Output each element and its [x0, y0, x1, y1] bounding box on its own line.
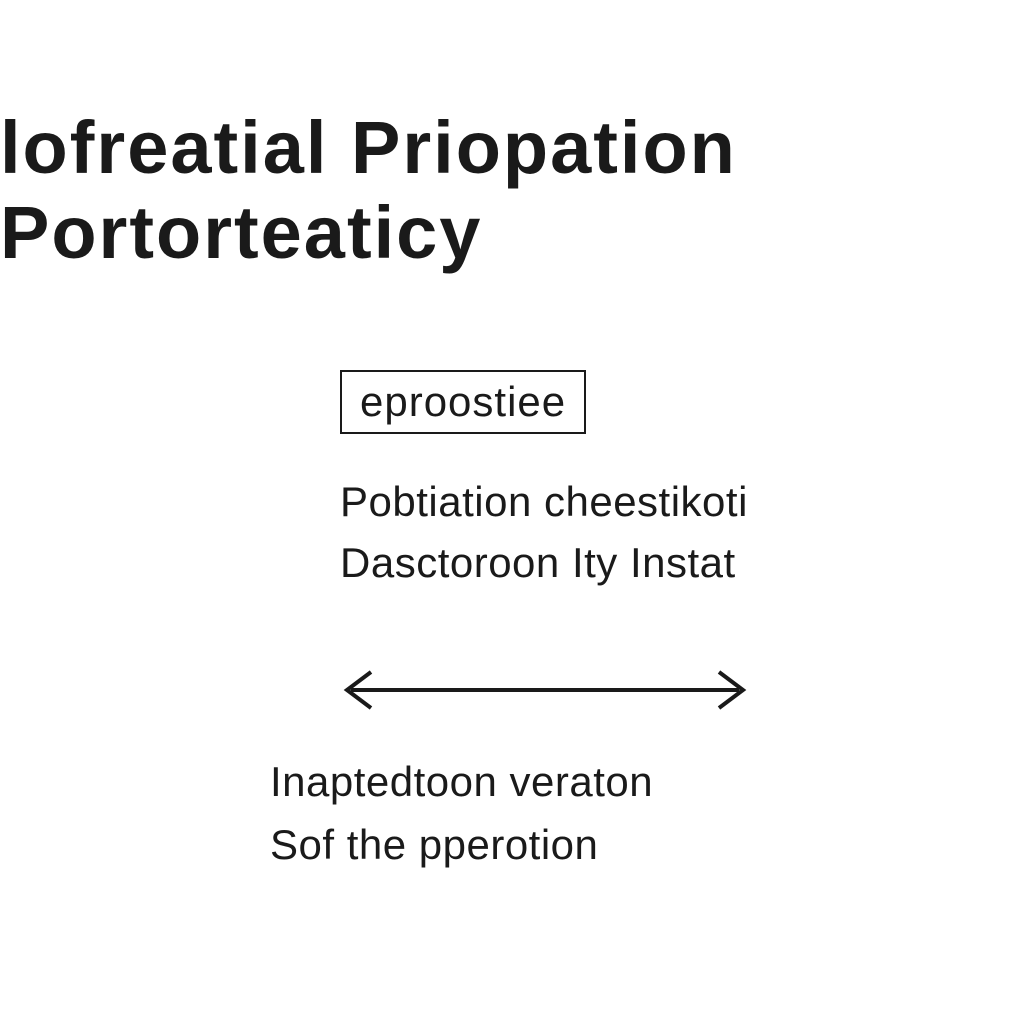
- double-arrow: [335, 660, 755, 720]
- lower-block: Inaptedtoon veraton Sof the pperotion: [270, 750, 653, 876]
- title-line-2: Portorteaticy: [0, 190, 737, 275]
- body-block: eproostiee Pobtiation cheestikoti Dascto…: [340, 370, 1024, 594]
- title-line-1: lofreatial Priopation: [0, 105, 737, 190]
- double-arrow-icon: [335, 660, 755, 720]
- lower-line-2: Sof the pperotion: [270, 813, 653, 876]
- lower-line-1: Inaptedtoon veraton: [270, 750, 653, 813]
- boxed-term: eproostiee: [340, 370, 586, 434]
- title-block: lofreatial Priopation Portorteaticy: [0, 105, 737, 275]
- body-line-2: Dasctoroon Ity Instat: [340, 533, 1024, 594]
- body-line-1: Pobtiation cheestikoti: [340, 472, 1024, 533]
